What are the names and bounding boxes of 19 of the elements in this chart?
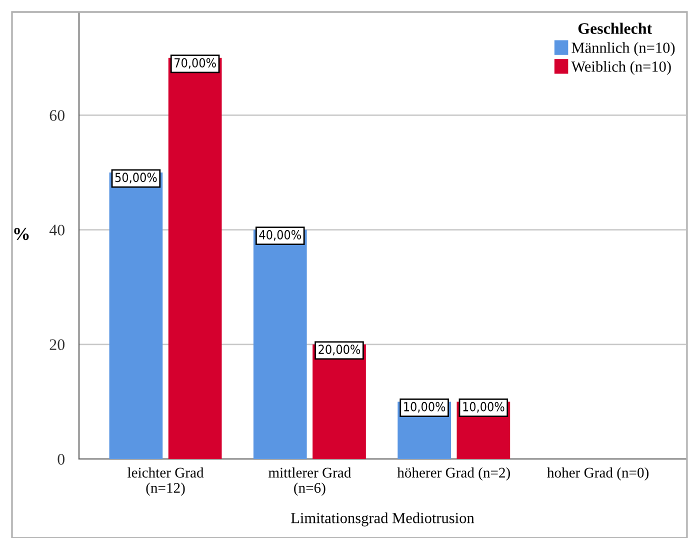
y-tick-label: 40 bbox=[49, 224, 64, 236]
data-label: 40,00% bbox=[259, 230, 301, 241]
data-label: 50,00% bbox=[115, 172, 157, 184]
data-label: 10,00% bbox=[404, 402, 446, 413]
data-label: 70,00% bbox=[174, 58, 216, 69]
x-tick-label: leichter Grad (n=12) bbox=[128, 467, 204, 496]
x-axis-title: Limitationsgrad Mediotrusion bbox=[291, 512, 474, 526]
y-axis-title: % bbox=[14, 228, 29, 240]
x-tick-label: mittlerer Grad (n=6) bbox=[268, 467, 352, 496]
legend-label: Weiblich (n=10) bbox=[571, 61, 671, 75]
data-label: 20,00% bbox=[318, 344, 360, 356]
y-tick-label: 60 bbox=[50, 110, 64, 121]
y-tick-label: 20 bbox=[50, 339, 64, 350]
x-tick-label: hoher Grad (n=0) bbox=[547, 467, 648, 481]
legend-label: Männlich (n=10) bbox=[572, 42, 675, 56]
x-tick-label: höherer Grad (n=2) bbox=[397, 467, 510, 481]
data-label: 10,00% bbox=[463, 402, 504, 413]
y-tick-label: 0 bbox=[58, 454, 64, 465]
legend-title: Geschlecht bbox=[578, 22, 652, 34]
